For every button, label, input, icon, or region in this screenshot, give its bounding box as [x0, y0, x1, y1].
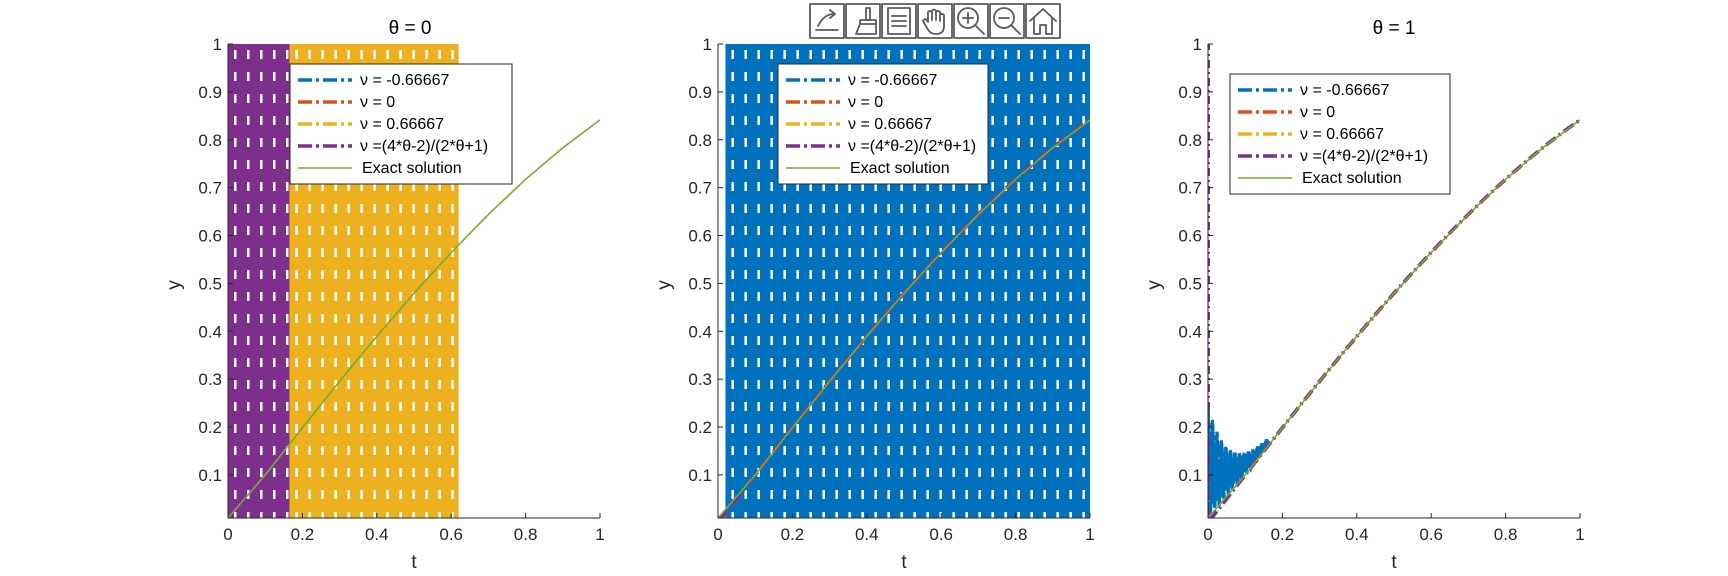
- x-tick-label: 1: [595, 525, 604, 544]
- y-tick-label: 0.2: [1178, 418, 1202, 437]
- x-tick-label: 1: [1575, 525, 1584, 544]
- x-axis-label: t: [411, 552, 417, 573]
- y-tick-label: 0.5: [1178, 274, 1202, 293]
- legend-box: [289, 63, 513, 185]
- x-tick-label: 0: [1203, 525, 1212, 544]
- y-tick-label: 1: [213, 35, 222, 54]
- legend-entry-label: Exact solution: [850, 160, 950, 177]
- chart-title: θ = 1: [1373, 18, 1416, 39]
- legend[interactable]: ν = -0.66667 ν = 0 ν = 0.66667 ν =(4*θ-2)/(…: [289, 63, 513, 185]
- x-axis-label: t: [901, 552, 907, 573]
- y-tick-label: 0.1: [198, 466, 222, 485]
- legend-entry-label: ν = 0: [1300, 104, 1335, 121]
- x-tick-label: 0.6: [439, 525, 463, 544]
- chart-panel-1: 0 0.2 0.4 0.6 0.8 1 0.1 0.2 0.3 0.4 0.5 0.6 0.7 0.8 0.…: [164, 18, 605, 573]
- y-tick-label: 0.1: [688, 466, 712, 485]
- oscillation-band: [228, 44, 290, 518]
- y-tick-label: 1: [1193, 35, 1202, 54]
- y-tick-label: 0.7: [688, 179, 712, 198]
- y-tick-label: 0.7: [198, 179, 222, 198]
- y-tick-label: 0.5: [688, 274, 712, 293]
- zoom-out-icon[interactable]: [989, 3, 1025, 39]
- x-tick-label: 0.2: [291, 525, 315, 544]
- legend[interactable]: ν = -0.66667 ν = 0 ν = 0.66667 ν =(4*θ-2)/(…: [1229, 73, 1451, 195]
- x-axis-label: t: [1391, 552, 1397, 573]
- y-tick-label: 0.8: [1178, 131, 1202, 150]
- x-tick-label: 0.4: [855, 525, 879, 544]
- legend-entry-label: Exact solution: [362, 160, 462, 177]
- y-tick-label: 0.8: [198, 131, 222, 150]
- x-tick-label: 0.2: [1271, 525, 1295, 544]
- y-tick-label: 0.7: [1178, 179, 1202, 198]
- y-axis-label: y: [1144, 280, 1165, 290]
- y-tick-label: 0.4: [198, 322, 222, 341]
- legend-entry-label: ν = 0.66667: [1300, 126, 1384, 143]
- series-line-exact: [228, 119, 600, 518]
- legend-entry-label: ν = -0.66667: [1300, 82, 1390, 99]
- x-tick-label: 0.6: [1419, 525, 1443, 544]
- datatip-icon[interactable]: [881, 3, 917, 39]
- y-tick-label: 0.6: [688, 227, 712, 246]
- series-line-blue: [1208, 404, 1270, 518]
- y-tick-label: 0.4: [1178, 322, 1202, 341]
- x-tick-label: 0.8: [1494, 525, 1518, 544]
- legend-entry-label: ν = -0.66667: [360, 72, 450, 89]
- axes-toolbar: [809, 3, 1061, 39]
- zoom-in-icon[interactable]: [953, 3, 989, 39]
- y-axis-label: y: [654, 280, 675, 290]
- x-tick-label: 1: [1085, 525, 1094, 544]
- legend-entry-label: ν = 0: [360, 94, 395, 111]
- brush-icon[interactable]: [845, 3, 881, 39]
- x-tick-label: 0: [713, 525, 722, 544]
- y-tick-label: 0.3: [1178, 370, 1202, 389]
- y-tick-label: 0.1: [1178, 466, 1202, 485]
- x-tick-label: 0.6: [929, 525, 953, 544]
- x-tick-label: 0.4: [1345, 525, 1369, 544]
- legend-entry-label: ν =(4*θ-2)/(2*θ+1): [360, 138, 488, 155]
- legend-entry-label: ν = 0.66667: [848, 116, 932, 133]
- legend-entry-label: ν = 0.66667: [360, 116, 444, 133]
- chart-title: θ = 0: [389, 18, 432, 39]
- legend-entry-label: ν =(4*θ-2)/(2*θ+1): [848, 138, 976, 155]
- y-tick-label: 0.9: [688, 83, 712, 102]
- y-tick-label: 0.2: [688, 418, 712, 437]
- y-tick-label: 0.9: [1178, 83, 1202, 102]
- legend-entry-label: ν =(4*θ-2)/(2*θ+1): [1300, 148, 1428, 165]
- pan-hand-icon[interactable]: [917, 3, 953, 39]
- y-tick-label: 0.8: [688, 131, 712, 150]
- x-tick-label: 0.4: [365, 525, 389, 544]
- panels: 0 0.2 0.4 0.6 0.8 1 0.1 0.2 0.3 0.4 0.5 0.6 0.7 0.8 0.…: [164, 18, 1585, 573]
- home-icon[interactable]: [1025, 3, 1061, 39]
- series-line-exact: [1208, 119, 1580, 518]
- x-tick-label: 0.8: [1004, 525, 1028, 544]
- y-tick-label: 0.3: [688, 370, 712, 389]
- y-tick-label: 0.2: [198, 418, 222, 437]
- y-tick-label: 1: [703, 35, 712, 54]
- x-tick-label: 0: [223, 525, 232, 544]
- y-tick-label: 0.6: [1178, 227, 1202, 246]
- legend-entry-label: ν = 0: [848, 94, 883, 111]
- export-icon[interactable]: [809, 3, 845, 39]
- legend[interactable]: ν = -0.66667 ν = 0 ν = 0.66667 ν =(4*θ-2)/(…: [777, 63, 989, 185]
- x-tick-label: 0.2: [781, 525, 805, 544]
- plot-area: [1208, 44, 1580, 518]
- series-line-exact: [718, 119, 1090, 518]
- chart-panel-2: 0 0.2 0.4 0.6 0.8 1 0.1 0.2 0.3 0.4 0.5 0.6 0.7 0.8 0.…: [654, 35, 1095, 573]
- legend-entry-label: ν = -0.66667: [848, 72, 938, 89]
- y-tick-label: 0.4: [688, 322, 712, 341]
- y-tick-label: 0.9: [198, 83, 222, 102]
- chart-panel-3: 0 0.2 0.4 0.6 0.8 1 0.1 0.2 0.3 0.4 0.5 0.6 0.7 0.8 0.…: [1144, 18, 1585, 573]
- y-tick-label: 0.6: [198, 227, 222, 246]
- legend-entry-label: Exact solution: [1302, 170, 1402, 187]
- x-tick-label: 0.8: [514, 525, 538, 544]
- y-tick-label: 0.3: [198, 370, 222, 389]
- y-axis-label: y: [164, 280, 185, 290]
- y-tick-label: 0.5: [198, 274, 222, 293]
